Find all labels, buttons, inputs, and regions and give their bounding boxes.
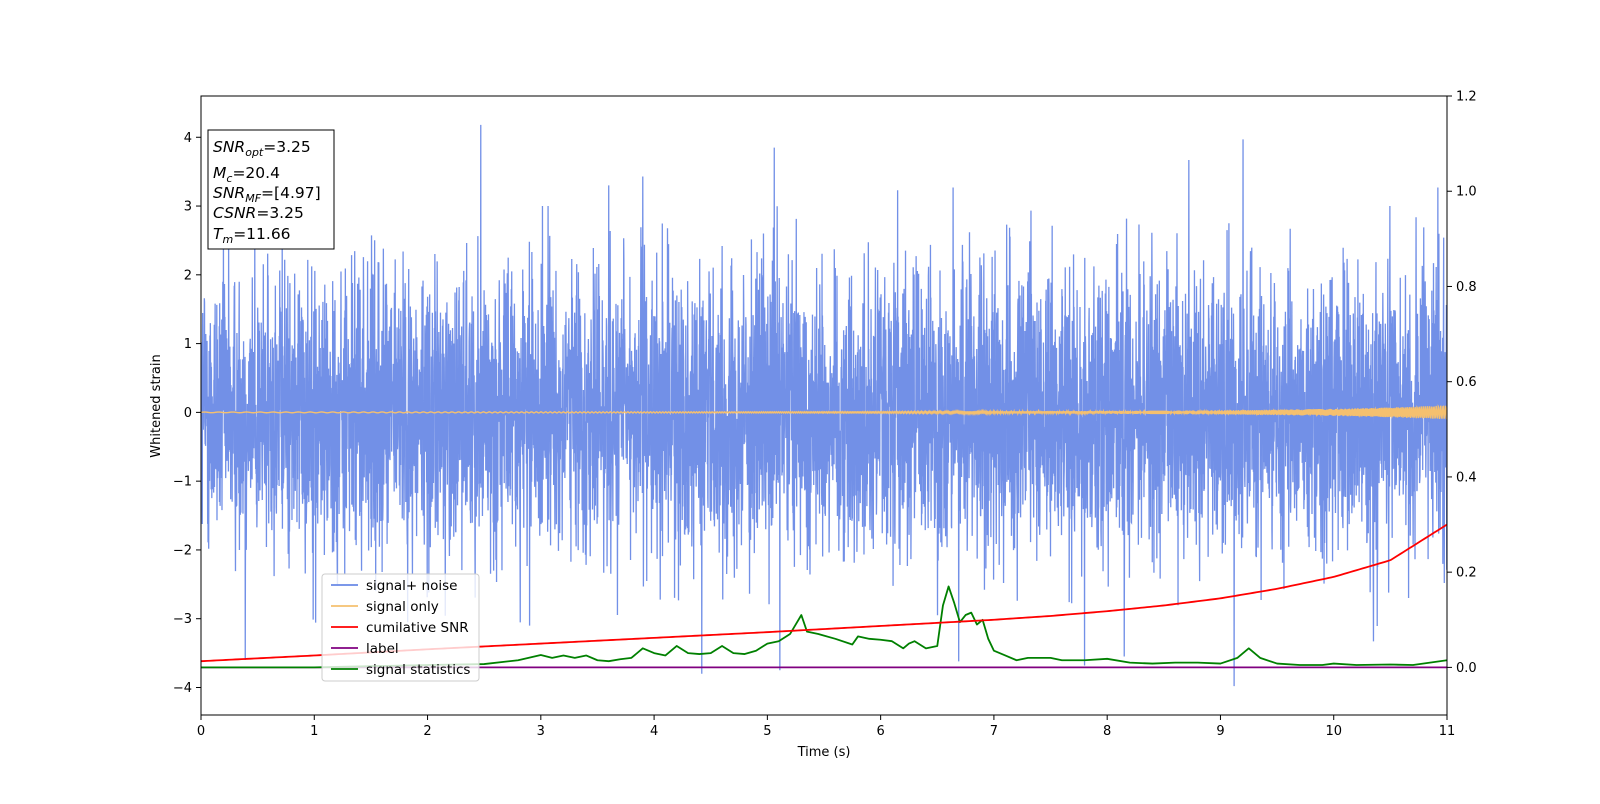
y2-tick-label: 0.0 xyxy=(1456,661,1477,676)
legend-label: cumilative SNR xyxy=(366,620,469,636)
info-box-frame xyxy=(207,129,335,250)
series-signal-noise-line xyxy=(201,124,1447,687)
y-tick-label: −2 xyxy=(173,543,192,558)
series-signal-only-line xyxy=(201,404,1447,420)
legend-label: label xyxy=(366,641,399,657)
info-tm-subscript: m xyxy=(222,233,233,246)
info-snr-opt-value: =3.25 xyxy=(263,138,311,156)
x-axis-label: Time (s) xyxy=(797,745,851,760)
x-tick-label: 3 xyxy=(537,724,545,739)
info-snr-opt-symbol: SNR xyxy=(213,138,245,156)
x-tick-label: 6 xyxy=(876,724,884,739)
x-tick-label: 7 xyxy=(990,724,998,739)
y2-tick-label: 0.4 xyxy=(1456,470,1477,485)
info-mc-value: =20.4 xyxy=(232,164,280,182)
info-snr-mf-symbol: SNR xyxy=(213,184,245,202)
x-tick-label: 10 xyxy=(1325,724,1342,739)
info-csnr-symbol: CSNR xyxy=(213,204,256,222)
info-box: SNRopt=3.25 Mc=20.4 SNRMF=[4.97] CSNR=3.… xyxy=(207,129,335,250)
legend-label: signal statistics xyxy=(366,662,470,678)
y2-tick-label: 0.2 xyxy=(1456,566,1477,581)
x-tick-label: 5 xyxy=(763,724,771,739)
legend-items: signal+ noise signal only cumilative SNR la… xyxy=(331,578,470,678)
y-tick-label: −4 xyxy=(173,681,192,696)
info-mc-symbol: M xyxy=(213,164,226,182)
info-csnr: CSNR=3.25 xyxy=(213,204,304,222)
y-tick-label: −1 xyxy=(173,475,192,490)
info-snr-mf-value: =[4.97] xyxy=(261,184,321,202)
x-tick-label: 0 xyxy=(197,724,205,739)
x-tick-label: 1 xyxy=(310,724,318,739)
y2-tick-label: 0.8 xyxy=(1456,280,1477,295)
y2-tick-label: 1.2 xyxy=(1456,90,1477,105)
plot-frame xyxy=(200,95,1448,716)
info-snr-opt: SNRopt=3.25 xyxy=(213,138,311,159)
legend: signal+ noise signal only cumilative SNR la… xyxy=(321,573,480,682)
legend-label: signal only xyxy=(366,599,439,615)
y-tick-label: 1 xyxy=(184,337,192,352)
series-signal-statistics-line xyxy=(201,585,1447,669)
info-tm-value: =11.66 xyxy=(233,225,290,243)
x-tick-label: 2 xyxy=(423,724,431,739)
info-tm-symbol: T xyxy=(213,225,224,243)
legend-label: signal+ noise xyxy=(366,578,457,594)
info-tm: Tm=11.66 xyxy=(213,225,291,246)
y-tick-label: 0 xyxy=(184,406,192,421)
info-snr-mf-subscript: MF xyxy=(245,192,261,205)
y-axis-label: Whitened strain xyxy=(149,354,164,457)
info-mc-subscript: c xyxy=(226,172,232,185)
info-snr-mf: SNRMF=[4.97] xyxy=(213,184,321,205)
y-tick-label: 3 xyxy=(184,200,192,215)
x-tick-label: 9 xyxy=(1216,724,1224,739)
y2-tick-label: 1.0 xyxy=(1456,185,1477,200)
info-csnr-value: =3.25 xyxy=(256,204,304,222)
info-mc: Mc=20.4 xyxy=(213,164,280,185)
x-tick-label: 4 xyxy=(650,724,658,739)
x-tick-label: 11 xyxy=(1439,724,1456,739)
y-tick-label: 4 xyxy=(184,131,192,146)
legend-frame xyxy=(321,573,480,682)
y-tick-label: −3 xyxy=(173,612,192,627)
y-tick-label: 2 xyxy=(184,268,192,283)
info-snr-opt-subscript: opt xyxy=(245,146,264,159)
ticks-layer: 0 1 2 3 4 5 6 7 8 9 10 11 −4 −3 −2 −1 0 1 2 3 4 0.0 0.2 0.4 0.6 0… xyxy=(173,90,1477,740)
x-tick-label: 8 xyxy=(1103,724,1111,739)
y2-tick-label: 0.6 xyxy=(1456,375,1477,390)
